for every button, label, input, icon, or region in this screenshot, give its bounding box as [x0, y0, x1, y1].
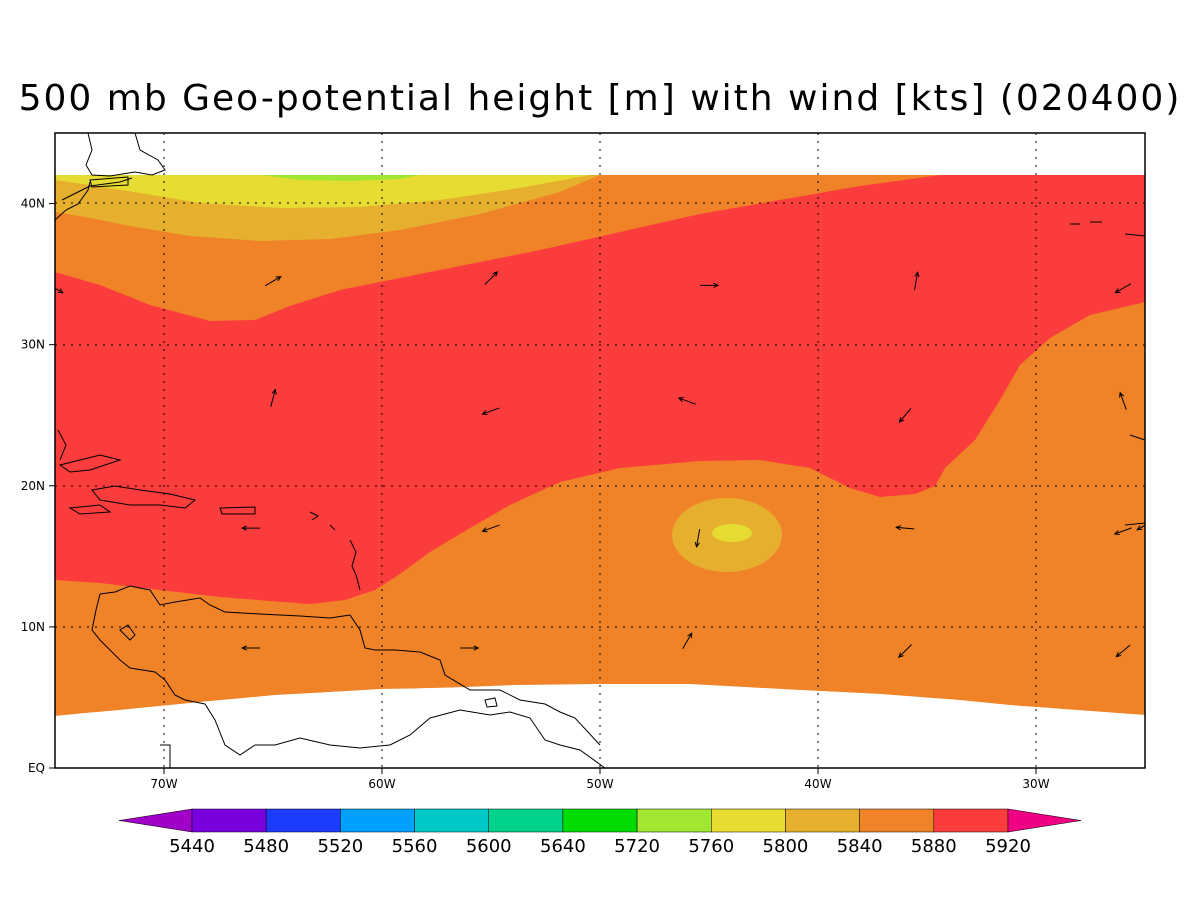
colorbar-swatch — [265, 808, 341, 833]
wind-arrow — [241, 645, 261, 651]
x-tick-label: 40W — [804, 777, 831, 791]
colorbar-level-label: 5600 — [466, 836, 512, 857]
colorbar-level-label: 5800 — [763, 836, 809, 857]
height-field — [55, 133, 1145, 768]
contour-5760-5800 — [55, 175, 590, 208]
y-tick-label: 10N — [21, 620, 45, 634]
colorbar-swatch — [191, 808, 267, 833]
wind-arrow — [895, 525, 915, 531]
wind-arrow — [1113, 527, 1132, 536]
x-tick-label: 50W — [586, 777, 613, 791]
colorbar-swatch — [340, 808, 415, 833]
colorbar-level-label: 5440 — [169, 836, 215, 857]
wind-arrow — [270, 388, 277, 408]
wind-arrow — [484, 271, 499, 286]
contour-5720-5760 — [260, 175, 420, 181]
y-tick-label: EQ — [28, 761, 45, 775]
colorbar-level-label: 5920 — [985, 836, 1031, 857]
colorbar-swatch — [488, 808, 564, 833]
wind-arrow — [898, 408, 912, 423]
coastlines — [55, 133, 1145, 768]
colorbar-swatch — [785, 808, 860, 833]
colorbar-swatch — [859, 808, 935, 833]
colorbar-level-label: 5760 — [688, 836, 734, 857]
colorbar-level-label: 5840 — [837, 836, 883, 857]
colorbar-level-label: 5640 — [540, 836, 586, 857]
map-title: 500 mb Geo-potential height [m] with win… — [18, 78, 1182, 119]
colorbar-level-label: 5520 — [317, 836, 363, 857]
y-tick-label: 40N — [21, 197, 45, 211]
wind-arrow — [914, 271, 920, 291]
wind-arrow — [1115, 644, 1131, 658]
contour-high-center-inner — [712, 524, 752, 542]
colorbar-swatch — [636, 808, 712, 833]
wind-arrow — [1119, 391, 1127, 410]
colorbar-swatch — [414, 808, 489, 833]
wind-arrow — [460, 645, 480, 651]
axis-labels: 70W 60W 50W 40W 30W 40N 30N 20N 10N EQ — [21, 197, 1050, 791]
colorbar-level-label: 5720 — [614, 836, 660, 857]
wind-arrow — [264, 276, 282, 287]
y-tick-label: 30N — [21, 338, 45, 352]
x-tick-label: 30W — [1022, 777, 1049, 791]
wind-arrow — [1114, 283, 1132, 294]
wind-arrow — [481, 524, 500, 533]
colorbar-swatch — [562, 808, 638, 833]
colorbar-low-extension — [118, 808, 193, 833]
wind-arrow — [677, 397, 696, 405]
wind-arrow — [55, 287, 64, 294]
colorbar-level-label: 5560 — [392, 836, 438, 857]
y-tick-label: 20N — [21, 479, 45, 493]
colorbar-swatch — [933, 808, 1009, 833]
wind-arrow — [694, 529, 701, 548]
colorbar-high-extension — [1007, 808, 1082, 833]
wind-arrow — [481, 407, 500, 416]
wind-arrow — [682, 632, 693, 650]
wind-arrow — [241, 525, 261, 531]
colorbar-level-label: 5480 — [243, 836, 289, 857]
wind-vectors — [55, 271, 1145, 659]
x-tick-label: 70W — [150, 777, 177, 791]
lat-lon-grid — [55, 133, 1145, 768]
wind-arrow — [700, 282, 720, 289]
wind-arrow — [1136, 524, 1145, 531]
colorbar: 5440 5480 5520 5560 5600 5640 5720 5760 5800 5840… — [118, 808, 1082, 857]
x-tick-label: 60W — [368, 777, 395, 791]
colorbar-swatch — [711, 808, 786, 833]
colorbar-level-label: 5880 — [911, 836, 957, 857]
wind-arrow — [898, 644, 912, 659]
